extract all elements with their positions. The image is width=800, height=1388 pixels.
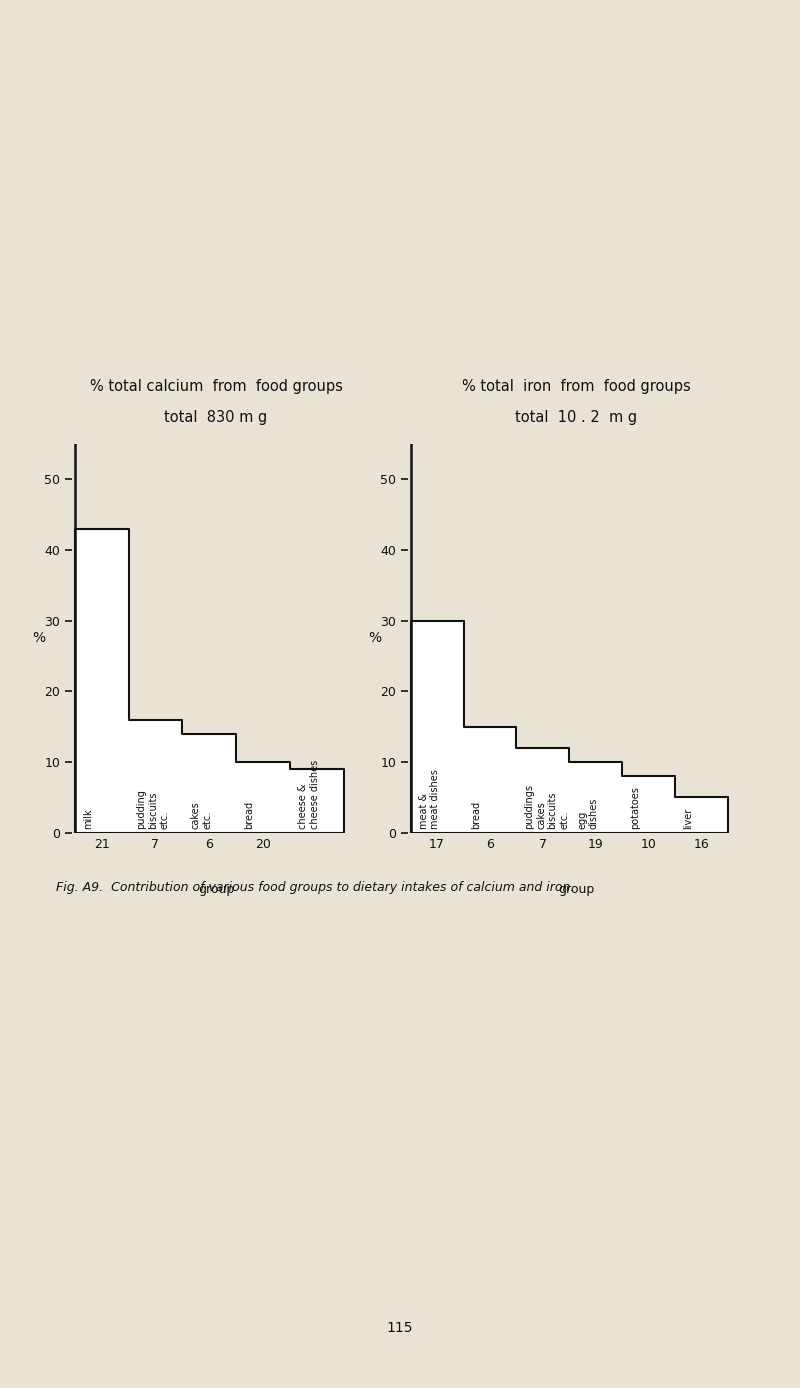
Text: bread: bread xyxy=(244,801,254,829)
Text: 115: 115 xyxy=(386,1321,414,1335)
Text: potatoes: potatoes xyxy=(630,787,640,829)
Polygon shape xyxy=(74,529,344,833)
Text: total  10 . 2  m g: total 10 . 2 m g xyxy=(515,409,637,425)
Text: meat &
meat dishes: meat & meat dishes xyxy=(418,769,440,829)
Text: milk: milk xyxy=(82,809,93,829)
Text: %: % xyxy=(369,632,382,645)
Text: cakes
etc.: cakes etc. xyxy=(190,801,212,829)
Text: % total  iron  from  food groups: % total iron from food groups xyxy=(462,379,690,394)
Text: bread: bread xyxy=(471,801,482,829)
Text: egg
dishes: egg dishes xyxy=(578,798,599,829)
Text: Fig. A9.  Contribution of various food groups to dietary intakes of calcium and : Fig. A9. Contribution of various food gr… xyxy=(56,881,574,894)
Polygon shape xyxy=(410,620,728,833)
Text: % total calcium  from  food groups: % total calcium from food groups xyxy=(90,379,342,394)
Text: group: group xyxy=(558,883,594,897)
Text: total  830 m g: total 830 m g xyxy=(164,409,268,425)
Text: puddings
cakes
biscuits
etc.: puddings cakes biscuits etc. xyxy=(525,784,570,829)
Text: cheese &
cheese dishes: cheese & cheese dishes xyxy=(298,761,320,829)
Text: liver: liver xyxy=(683,808,693,829)
Text: pudding
biscuits
etc.: pudding biscuits etc. xyxy=(137,790,170,829)
Text: %: % xyxy=(32,632,45,645)
Text: group: group xyxy=(198,883,234,897)
